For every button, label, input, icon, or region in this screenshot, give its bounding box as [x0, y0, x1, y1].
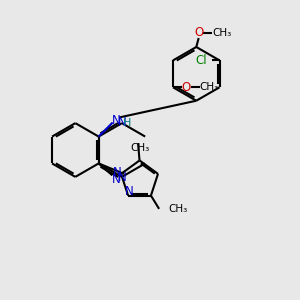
- Text: N: N: [118, 116, 126, 129]
- Text: Cl: Cl: [195, 54, 207, 67]
- Text: N: N: [113, 166, 122, 179]
- Text: CH₃: CH₃: [200, 82, 219, 92]
- Text: CH₃: CH₃: [168, 204, 187, 214]
- Text: N: N: [118, 171, 126, 184]
- Text: O: O: [182, 81, 191, 94]
- Text: CH₃: CH₃: [212, 28, 232, 38]
- Text: H: H: [122, 118, 131, 128]
- Text: O: O: [194, 26, 203, 39]
- Text: N: N: [112, 114, 121, 127]
- Text: N: N: [125, 185, 134, 199]
- Text: N: N: [112, 173, 120, 186]
- Text: CH₃: CH₃: [130, 142, 150, 153]
